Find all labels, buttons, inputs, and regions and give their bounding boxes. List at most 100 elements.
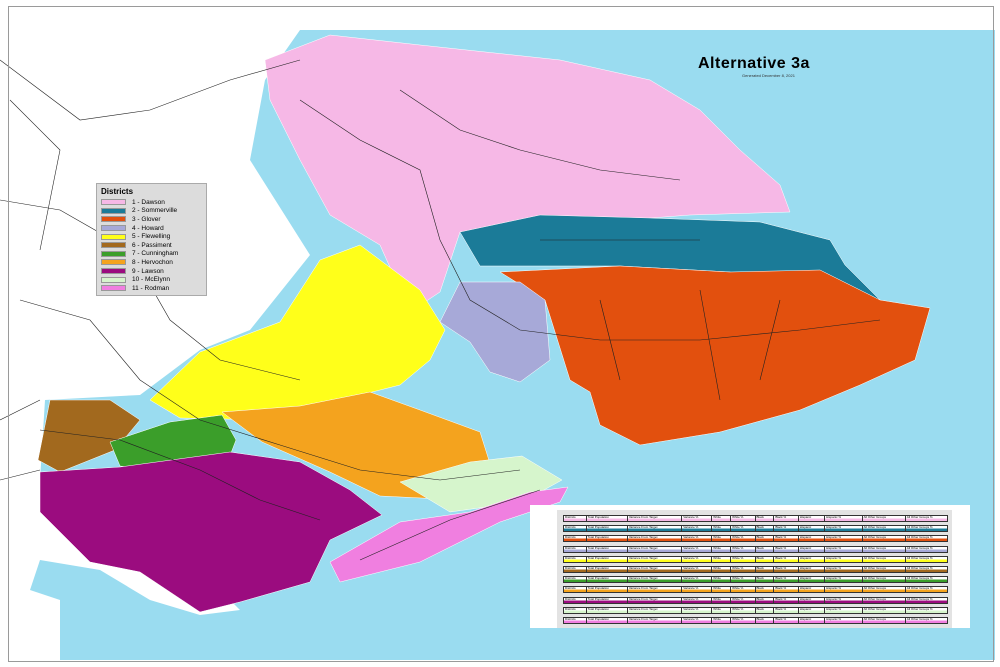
stats-table-header-cell: White % [731,516,756,521]
stats-table-header-cell: All Other Groups [862,556,906,562]
stats-table-row: Districts Total Population Variance From T… [563,545,948,553]
legend-swatch [101,216,126,223]
stats-table-header-cell: Variance From Target [627,618,683,623]
stats-table-header-cell: Districts [564,546,587,552]
stats-table-header-cell: Districts [564,526,587,532]
stats-table-header-cell: Black % [774,546,799,552]
legend-swatch [101,199,126,206]
stats-table-header-cell: Districts [564,516,587,521]
stats-table-header-cell: Hispanic % [825,577,863,583]
stats-table-header-cell: Total Population [586,597,628,603]
stats-table-header-cell: Total Population [586,546,628,552]
stats-table-header-cell: Hispanic % [825,536,863,542]
legend-label: 11 - Rodman [132,284,170,292]
legend-swatch [101,242,126,249]
stats-table-header-cell: White % [731,546,756,552]
stats-table-row: Districts Total Population Variance From T… [563,525,948,533]
stats-table-header-cell: Variance From Target [627,607,683,613]
stats-table-header-cell: White [712,567,732,572]
legend-item: 1 - Dawson [101,198,202,207]
stats-table-header-cell: Variance % [682,536,713,542]
stats-table-header-cell: Hispanic [798,587,826,593]
stats-table-header-cell: Variance % [682,618,713,623]
stats-table-row: Districts Total Population Variance From T… [563,606,948,614]
stats-table-header-cell: All Other Groups [862,546,906,552]
legend-label: 7 - Cunningham [132,250,179,258]
legend-item: 5 - Flewelling [101,232,202,241]
stats-table-header-cell: Districts [564,567,587,572]
road-network [0,59,881,561]
stats-table-header-cell: Variance From Target [627,536,683,542]
legend-swatch [101,233,126,240]
stats-table-header-cell: Hispanic [798,526,826,532]
stats-table-header-cell: White % [731,567,756,572]
stats-table-header-cell: White [712,587,732,593]
legend-swatch [101,285,126,292]
stats-table-header-cell: Hispanic [798,546,826,552]
stats-table-header-cell: All Other Groups [862,607,906,613]
stats-table-header-cell: Black [755,587,775,593]
legend-label: 4 - Howard [132,224,164,232]
stats-table-header-cell: Variance From Target [627,577,683,583]
legend-label: 1 - Dawson [132,198,165,206]
stats-table-header-cell: All Other Groups % [905,567,947,572]
stats-table-header-cell: White [712,516,732,521]
stats-table-header-cell: White [712,556,732,562]
stats-table-header-cell: Variance % [682,567,713,572]
stats-table-header-cell: Black [755,536,775,542]
stats-table-header-cell: All Other Groups % [905,526,947,532]
district-9-area [39,451,383,613]
stats-table-header-cell: Total Population [586,556,628,562]
stats-table-header-cell: Black % [774,556,799,562]
stats-table-header-cell: Black [755,597,775,603]
stats-table-header-cell: Black % [774,577,799,583]
stats-table-header-cell: Total Population [586,577,628,583]
stats-table-header-cell: All Other Groups [862,526,906,532]
stats-table-row: Districts Total Population Variance From T… [563,535,948,543]
legend-item: 7 - Cunningham [101,250,202,259]
map-title: Alternative 3a [698,55,810,72]
stats-table-header-cell: Hispanic % [825,556,863,562]
legend-label: 9 - Lawson [132,267,164,275]
stats-table-header-cell: Districts [564,536,587,542]
stats-table-header-cell: All Other Groups [862,516,906,521]
stats-table-header-cell: Variance % [682,607,713,613]
stats-table-header-cell: Hispanic [798,607,826,613]
stats-table-header-cell: Black % [774,526,799,532]
stats-table-header-cell: White % [731,577,756,583]
stats-table-header-cell: Variance % [682,587,713,593]
stats-table-row: Districts Total Population Variance From T… [563,555,948,563]
stats-table-header-cell: All Other Groups [862,587,906,593]
stats-table-header-cell: White [712,546,732,552]
stats-table-panel: Districts Total Population Variance From T… [530,505,970,628]
stats-table-header-cell: Variance % [682,516,713,521]
stats-table-row: Districts Total Population Variance From T… [563,576,948,584]
legend-swatch [101,225,126,232]
stats-table-header-cell: White [712,607,732,613]
map-subtitle: Generated December 8, 2021 [742,73,795,78]
stats-table-header-cell: Variance From Target [627,516,683,521]
stats-table-header-cell: Black % [774,567,799,572]
stats-table-header-cell: All Other Groups % [905,618,947,623]
stats-table-header-cell: Hispanic [798,567,826,572]
stats-table-header-cell: Hispanic % [825,546,863,552]
stats-table-header-cell: Hispanic % [825,597,863,603]
stats-table-header-cell: Districts [564,607,587,613]
stats-table-header-cell: Total Population [586,516,628,521]
legend-label: 8 - Hervochon [132,258,173,266]
stats-table-header-cell: Black [755,516,775,521]
stats-table-header-cell: Variance % [682,556,713,562]
stats-table-row: Districts Total Population Variance From T… [563,586,948,594]
stats-table-header-cell: Districts [564,577,587,583]
stats-table-header-cell: All Other Groups % [905,577,947,583]
stats-table-header-cell: Black [755,526,775,532]
district-3-area [499,265,931,446]
legend-label: 10 - McElynn [132,276,170,284]
legend-item: 11 - Rodman [101,284,202,293]
district-1-area [264,34,791,313]
stats-table-header-cell: White % [731,536,756,542]
stats-table-header-cell: All Other Groups [862,597,906,603]
stats-table-header-cell: White % [731,556,756,562]
stats-table-header-cell: All Other Groups [862,536,906,542]
